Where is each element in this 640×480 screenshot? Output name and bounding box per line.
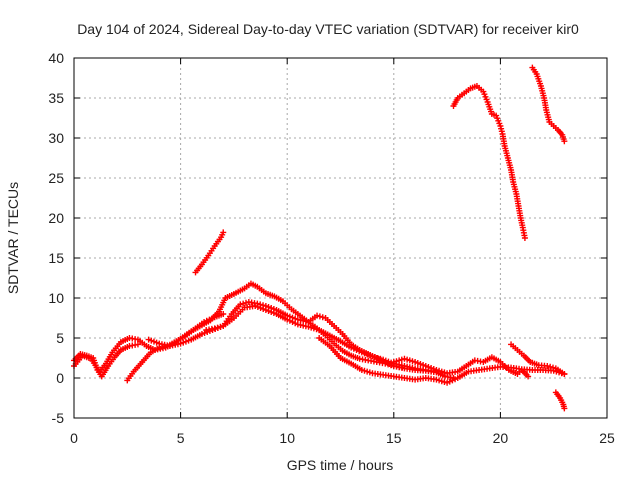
data-point — [257, 301, 264, 308]
series-trace-10 — [450, 83, 528, 241]
series-trace-9 — [192, 229, 227, 276]
plot-frame — [73, 57, 608, 419]
y-tick-label: 25 — [48, 170, 64, 186]
data-point — [217, 323, 224, 330]
data-point — [260, 302, 267, 309]
data-point — [544, 363, 551, 369]
y-tick-label: 15 — [48, 250, 64, 266]
grid-lines — [74, 58, 607, 418]
data-point — [561, 405, 568, 412]
y-axis-label: SDTVAR / TECUs — [5, 182, 21, 294]
data-point — [521, 235, 528, 241]
y-tick-label: 5 — [56, 330, 64, 346]
data-point — [314, 312, 321, 319]
x-tick-label: 25 — [599, 430, 615, 446]
series-trace-2 — [71, 311, 227, 375]
data-point — [549, 364, 556, 371]
series-trace-6 — [316, 335, 568, 386]
x-tick-label: 20 — [493, 430, 509, 446]
y-tick-label: 0 — [56, 370, 64, 386]
series-trace-4 — [145, 303, 440, 375]
data-point — [254, 300, 261, 307]
y-tick-label: 35 — [48, 90, 64, 106]
y-tick-label: 30 — [48, 130, 64, 146]
x-tick-label: 10 — [279, 430, 295, 446]
chart-title: Day 104 of 2024, Sidereal Day-to-day VTE… — [77, 21, 579, 37]
data-point — [561, 371, 568, 377]
x-axis-label: GPS time / hours — [287, 457, 394, 473]
data-point — [316, 313, 323, 320]
tick-labels: 0 5 10 15 20 25 -5 0 5 10 15 20 25 30 35 40 — [48, 50, 615, 446]
data-point — [319, 314, 326, 321]
y-tick-label: 20 — [48, 210, 64, 226]
data-point — [547, 363, 554, 370]
y-tick-label: 40 — [48, 50, 64, 66]
series-trace-8 — [508, 341, 568, 377]
x-tick-label: 15 — [386, 430, 402, 446]
y-tick-label: 10 — [48, 290, 64, 306]
data-point — [561, 138, 568, 145]
y-tick-label: -5 — [52, 410, 65, 426]
series-trace-7 — [390, 354, 532, 380]
data-point — [242, 299, 249, 306]
data-point — [525, 373, 532, 380]
data-point — [237, 301, 244, 308]
series-trace-5 — [203, 299, 406, 371]
data-point — [220, 229, 227, 236]
data-points — [71, 64, 568, 412]
data-point — [399, 364, 406, 371]
x-tick-label: 5 — [177, 430, 185, 446]
data-point — [214, 324, 221, 331]
data-point — [220, 311, 227, 317]
series-trace-12 — [552, 389, 568, 412]
data-point — [211, 325, 218, 332]
x-tick-label: 0 — [70, 430, 78, 446]
series-trace-11 — [529, 64, 568, 145]
data-point — [240, 300, 247, 307]
